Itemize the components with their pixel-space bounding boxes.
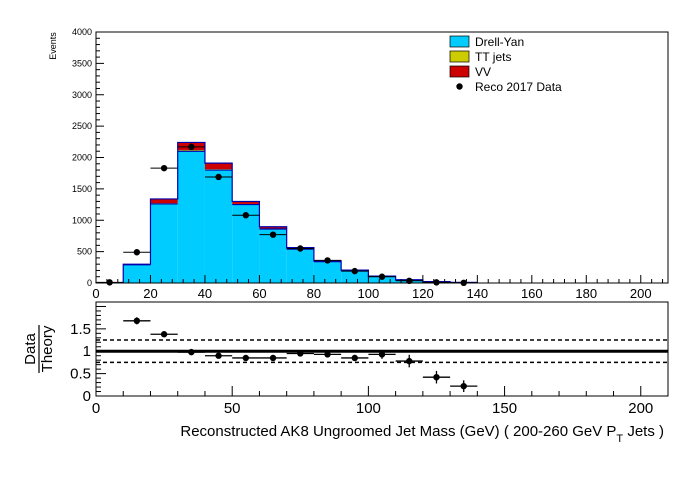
top-y-tick-label-3000: 3000 <box>72 90 92 100</box>
data-point-4 <box>215 174 221 180</box>
top-x-tick-label-160: 160 <box>521 286 543 301</box>
ratio-point-12 <box>461 383 467 389</box>
top-x-tick-label-120: 120 <box>412 286 434 301</box>
legend-swatch-1 <box>450 51 469 62</box>
top-y-tick-label-1500: 1500 <box>72 184 92 194</box>
bar-drell-yan-4 <box>205 170 232 283</box>
data-point-7 <box>297 245 303 251</box>
legend-data-marker <box>456 83 462 89</box>
top-x-tick-label-180: 180 <box>575 286 597 301</box>
main-y-axis-label: Events <box>48 32 58 60</box>
ratio-point-1 <box>161 331 167 337</box>
legend-swatch-0 <box>450 36 469 47</box>
legend-label-0: Drell-Yan <box>475 35 524 49</box>
ratio-point-0 <box>134 318 140 324</box>
ratio-ylabel-numerator: Data <box>22 333 39 365</box>
bar-drell-yan-8 <box>314 262 341 283</box>
top-y-tick-label-0: 0 <box>87 278 92 288</box>
top-y-tick-label-1000: 1000 <box>72 215 92 225</box>
ratio-point-9 <box>379 351 385 357</box>
ratio-ylabel-denominator: Theory <box>39 325 56 372</box>
ratio-y-tick-label-0.5: 0.5 <box>70 366 91 383</box>
data-point-3 <box>188 144 194 150</box>
ratio-point-11 <box>433 374 439 380</box>
x-label-main: Reconstructed AK8 Ungroomed Jet Mass (Ge… <box>180 423 616 440</box>
top-x-tick-label-200: 200 <box>630 286 652 301</box>
ratio-x-tick-label-50: 50 <box>224 400 241 417</box>
ratio-x-tick-label-150: 150 <box>492 400 517 417</box>
bar-drell-yan-3 <box>178 151 205 283</box>
top-y-tick-label-2500: 2500 <box>72 121 92 131</box>
top-y-tick-label-4000: 4000 <box>72 27 92 37</box>
ratio-point-10 <box>406 358 412 364</box>
data-point-5 <box>243 212 249 218</box>
ratio-point-4 <box>243 355 249 361</box>
main-plot-panel: 0 20 40 60 80 100 120 140 160 180 200 0 500 1000 1500… <box>48 27 668 301</box>
ratio-point-6 <box>297 350 303 356</box>
data-point-2 <box>161 165 167 171</box>
ratio-y-tick-label-1.5: 1.5 <box>70 321 91 338</box>
ratio-x-tick-label-200: 200 <box>628 400 653 417</box>
ratio-y-tick-label-0: 0 <box>83 388 91 405</box>
ratio-point-8 <box>352 355 358 361</box>
bar-drell-yan-2 <box>150 204 177 283</box>
legend-label-2: VV <box>475 65 491 79</box>
legend-swatch-2 <box>450 66 469 77</box>
top-x-tick-label-140: 140 <box>466 286 488 301</box>
top-x-tick-label-100: 100 <box>358 286 380 301</box>
bar-drell-yan-7 <box>287 249 314 283</box>
data-point-10 <box>379 274 385 280</box>
ratio-x-tick-label-0: 0 <box>92 400 100 417</box>
bar-drell-yan-1 <box>123 265 150 283</box>
legend-label-1: TT jets <box>475 50 511 64</box>
ratio-point-7 <box>324 351 330 357</box>
top-x-tick-label-80: 80 <box>307 286 321 301</box>
top-y-tick-label-500: 500 <box>77 247 92 257</box>
top-y-tick-label-2000: 2000 <box>72 153 92 163</box>
bar-vv-2 <box>150 199 177 203</box>
top-x-tick-label-0: 0 <box>92 286 99 301</box>
ratio-y-tick-label-1: 1 <box>83 343 91 360</box>
ratio-point-2 <box>188 349 194 355</box>
ratio-point-5 <box>270 355 276 361</box>
data-point-6 <box>270 231 276 237</box>
ratio-y-axis-label: Data Theory <box>22 325 56 373</box>
top-x-tick-label-20: 20 <box>143 286 157 301</box>
data-point-9 <box>352 268 358 274</box>
top-x-tick-label-60: 60 <box>252 286 266 301</box>
ratio-point-3 <box>215 353 221 359</box>
top-x-tick-label-40: 40 <box>198 286 212 301</box>
data-point-8 <box>324 257 330 263</box>
ratio-x-axis-label: Reconstructed AK8 Ungroomed Jet Mass (Ge… <box>180 423 664 445</box>
data-point-1 <box>134 249 140 255</box>
ratio-x-tick-label-100: 100 <box>356 400 381 417</box>
top-y-tick-label-3500: 3500 <box>72 58 92 68</box>
bar-vv-4 <box>205 163 232 169</box>
x-label-suffix: Jets ) <box>623 423 664 440</box>
legend-label-data: Reco 2017 Data <box>475 80 562 94</box>
